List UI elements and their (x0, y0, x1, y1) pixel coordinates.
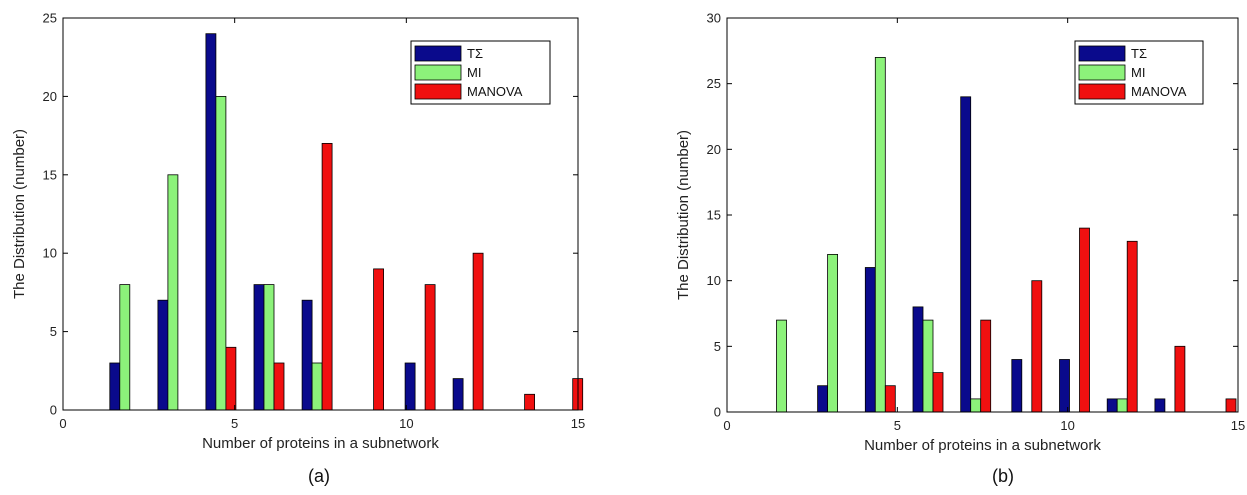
bar-manova-6 (1079, 227, 1090, 413)
bar-t-4 (301, 299, 313, 411)
chart-panel-a: 0 5 10 15 0 5 10 15 20 25 Number of proteins in a … (11, 11, 585, 487)
legend-swatch (414, 45, 462, 62)
legend-label: MI (467, 65, 481, 80)
legend-swatch (1078, 64, 1126, 81)
legend-label: TΣ (467, 46, 483, 61)
x-tick-label: 10 (1060, 418, 1074, 433)
legend-swatch (1078, 83, 1126, 100)
legend-swatch (414, 83, 462, 100)
y-tick-label: 10 (707, 273, 721, 288)
panel-caption: (b) (992, 466, 1014, 486)
bar-mi-3 (922, 319, 934, 413)
bar-mi-0 (119, 284, 131, 411)
bar-mi-2 (215, 96, 227, 411)
x-tick-label: 5 (894, 418, 901, 433)
bar-manova-5 (1031, 280, 1043, 413)
bar-manova-4 (321, 142, 333, 411)
x-tick-label: 10 (399, 416, 413, 431)
y-tick-label: 15 (43, 167, 57, 182)
bar-t-0 (109, 362, 121, 411)
bar-manova-4 (980, 319, 992, 413)
bar-mi-2 (874, 57, 886, 413)
x-axis-label: Number of proteins in a subnetwork (864, 437, 1101, 454)
bar-manova-6 (424, 284, 436, 411)
bar-t-4 (960, 96, 972, 413)
legend-label: MANOVA (1131, 84, 1187, 99)
bar-manova-5 (373, 268, 385, 411)
bar-t-2 (864, 267, 876, 413)
bar-manova-2 (225, 346, 237, 411)
legend-swatch (1078, 45, 1126, 62)
bar-t-2 (205, 33, 217, 411)
bar-manova-9 (1225, 398, 1237, 413)
bar-t-5 (1011, 359, 1023, 413)
bar-t-6 (404, 362, 416, 411)
bar-mi-3 (263, 284, 275, 411)
y-tick-label: 20 (707, 142, 721, 157)
chart-panel-b: 0 5 10 15 0 5 10 15 20 25 30 Number of proteins in … (675, 11, 1245, 487)
bar-t-8 (1154, 398, 1166, 413)
y-tick-label: 0 (714, 405, 721, 420)
y-axis-label: The Distribution (number) (11, 129, 28, 299)
bar-mi-4 (970, 398, 982, 413)
legend-swatch (414, 64, 462, 81)
bar-mi-4 (311, 362, 323, 411)
x-tick-label: 0 (59, 416, 66, 431)
x-tick-label: 15 (1231, 418, 1245, 433)
x-axis-label: Number of proteins in a subnetwork (202, 435, 439, 452)
x-tick-label: 15 (571, 416, 585, 431)
y-tick-label: 0 (50, 403, 57, 418)
bar-t-7 (1106, 398, 1118, 413)
y-tick-label: 5 (714, 339, 721, 354)
bar-mi-1 (167, 174, 179, 411)
plot-area (62, 17, 579, 411)
legend-label: MI (1131, 65, 1145, 80)
bar-manova-8 (1174, 345, 1186, 413)
bar-t-3 (253, 284, 265, 411)
legend-label: MANOVA (467, 84, 523, 99)
panel-caption: (a) (308, 466, 330, 486)
y-axis-label: The Distribution (number) (675, 130, 692, 300)
x-tick-label: 5 (231, 416, 238, 431)
y-tick-label: 20 (43, 89, 57, 104)
bar-mi-0 (776, 319, 787, 413)
bar-t-7 (452, 378, 464, 411)
bar-t-6 (1059, 359, 1070, 413)
y-tick-label: 10 (43, 246, 57, 261)
bar-manova-7 (1126, 240, 1138, 413)
bar-manova-3 (932, 372, 944, 413)
bar-mi-7 (1116, 398, 1128, 413)
y-tick-label: 25 (43, 11, 57, 26)
bar-t-1 (157, 299, 169, 411)
y-tick-label: 5 (50, 324, 57, 339)
bar-t-3 (912, 306, 924, 413)
bar-mi-1 (827, 253, 838, 413)
y-tick-label: 15 (707, 208, 721, 223)
bar-manova-3 (273, 362, 285, 411)
y-tick-label: 30 (707, 11, 721, 26)
x-tick-label: 0 (723, 418, 730, 433)
bar-manova-2 (884, 385, 896, 413)
legend-label: TΣ (1131, 46, 1147, 61)
bar-t-1 (817, 385, 828, 413)
bar-manova-7 (472, 252, 484, 411)
y-tick-label: 25 (707, 76, 721, 91)
bar-manova-8 (524, 393, 535, 411)
